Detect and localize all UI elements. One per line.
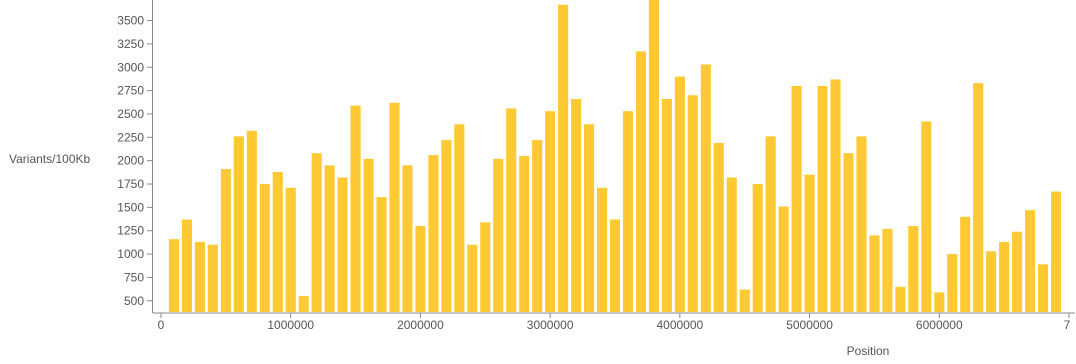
bar	[778, 206, 789, 312]
y-axis-ticks: 500 750 1000 1250 1500 1750 2000 2250 2500 2750 30…	[117, 14, 153, 308]
bar	[726, 177, 737, 312]
x-tick-label: 6000000	[916, 318, 963, 332]
y-tick-label: 1750	[117, 177, 144, 191]
bar	[713, 142, 724, 312]
bar	[376, 197, 387, 312]
y-tick-label: 3000	[117, 60, 144, 74]
bar	[441, 140, 452, 312]
bar	[350, 105, 361, 312]
bar	[311, 153, 322, 312]
bar	[856, 136, 867, 312]
bar	[181, 219, 192, 312]
bar	[246, 130, 257, 312]
x-tick-label: 0	[158, 318, 165, 332]
bar	[493, 158, 504, 312]
bar	[895, 286, 906, 312]
bar	[480, 222, 491, 312]
bar	[415, 226, 426, 312]
bar	[960, 216, 971, 312]
y-tick-label: 2250	[117, 130, 144, 144]
y-tick-label: 750	[124, 270, 144, 284]
bar	[830, 79, 841, 313]
bar	[661, 99, 672, 313]
bar	[519, 156, 530, 312]
bar	[506, 108, 517, 312]
bar	[921, 121, 932, 312]
y-tick-label: 3250	[117, 37, 144, 51]
bar	[934, 292, 945, 312]
x-tick-label: 1000000	[267, 318, 314, 332]
bar	[986, 251, 997, 312]
bar	[648, 0, 659, 312]
bar	[843, 153, 854, 312]
bar	[324, 165, 335, 312]
bar	[285, 187, 296, 312]
bar	[622, 111, 634, 312]
bar	[908, 226, 919, 312]
bar	[999, 241, 1010, 312]
bar	[233, 136, 244, 312]
bar	[804, 174, 815, 312]
y-tick-label: 1500	[117, 200, 144, 214]
bar	[674, 76, 685, 312]
bar	[609, 219, 621, 312]
bar	[596, 187, 608, 312]
bar	[259, 184, 270, 312]
bar	[337, 177, 348, 312]
y-tick-label: 1250	[117, 224, 144, 238]
bars-group	[168, 0, 1062, 313]
bar	[545, 111, 556, 312]
bar	[168, 239, 180, 312]
bar	[532, 140, 543, 312]
x-axis-title: Position	[847, 344, 890, 358]
y-tick-label: 1000	[117, 247, 144, 261]
x-tick-label: 3000000	[527, 318, 574, 332]
bar	[947, 254, 958, 312]
bar	[389, 102, 400, 312]
x-tick-label: 5000000	[786, 318, 833, 332]
bar	[752, 184, 763, 312]
bar	[363, 158, 374, 312]
bar	[584, 124, 595, 313]
bar	[973, 83, 984, 312]
bar	[558, 4, 569, 312]
bar	[1050, 191, 1062, 312]
x-tick-label: 7	[1064, 318, 1071, 332]
bar	[882, 228, 893, 312]
bar	[791, 85, 802, 312]
bar	[220, 169, 231, 312]
bar	[428, 155, 439, 312]
bar	[739, 289, 750, 312]
y-tick-label: 2500	[117, 107, 144, 121]
y-tick-label: 500	[124, 294, 144, 308]
bar	[194, 241, 205, 312]
x-axis-ticks: 0 1000000 2000000 3000000 4000000 5000000 6000…	[158, 313, 1071, 332]
bar	[869, 235, 880, 312]
bar	[571, 99, 582, 313]
bar	[298, 296, 309, 312]
bar	[454, 124, 465, 313]
bar	[765, 136, 776, 312]
bar	[272, 171, 283, 312]
bar	[1038, 264, 1049, 312]
bar	[700, 64, 711, 313]
x-tick-label: 2000000	[397, 318, 444, 332]
bar	[207, 244, 218, 312]
bar	[467, 244, 478, 312]
x-tick-label: 4000000	[656, 318, 703, 332]
y-tick-label: 2000	[117, 154, 144, 168]
bar	[635, 51, 646, 312]
y-axis-title: Variants/100Kb	[9, 152, 90, 166]
bar	[1012, 231, 1023, 312]
y-tick-label: 2750	[117, 84, 144, 98]
bar	[1025, 210, 1036, 312]
bar	[687, 95, 698, 312]
y-tick-label: 3500	[117, 14, 144, 28]
bar	[402, 165, 413, 312]
bar	[817, 85, 828, 312]
